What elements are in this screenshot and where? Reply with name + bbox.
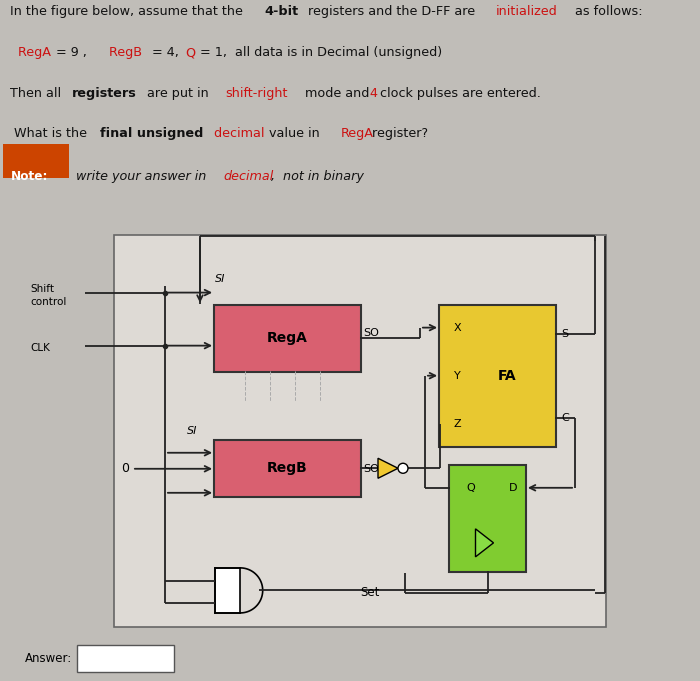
Text: initialized: initialized xyxy=(496,5,558,18)
Text: Then all: Then all xyxy=(10,86,66,99)
Text: shift-right: shift-right xyxy=(225,86,288,99)
Text: What is the: What is the xyxy=(10,127,92,140)
Text: Answer:: Answer: xyxy=(25,652,72,665)
Text: SI: SI xyxy=(215,274,225,283)
Text: Q: Q xyxy=(466,483,475,493)
Text: FA: FA xyxy=(498,368,517,383)
Text: Note:: Note: xyxy=(10,170,48,183)
Text: decimal: decimal xyxy=(223,170,274,183)
Text: X: X xyxy=(454,323,461,332)
Text: as follows:: as follows: xyxy=(571,5,643,18)
Text: D: D xyxy=(509,483,517,493)
FancyBboxPatch shape xyxy=(114,234,606,627)
Text: Q: Q xyxy=(182,46,196,59)
Text: RegB: RegB xyxy=(93,46,142,59)
Text: Shift
control: Shift control xyxy=(30,285,66,306)
Text: register?: register? xyxy=(368,127,428,140)
Text: RegB: RegB xyxy=(267,461,308,475)
Text: In the figure below, assume that the: In the figure below, assume that the xyxy=(10,5,247,18)
Text: 4-bit: 4-bit xyxy=(265,5,298,18)
Text: 0: 0 xyxy=(121,462,129,475)
Text: RegA: RegA xyxy=(10,46,52,59)
Text: SO: SO xyxy=(363,328,379,338)
Text: = 9 ,: = 9 , xyxy=(52,46,87,59)
Text: RegA: RegA xyxy=(340,127,374,140)
Text: SI: SI xyxy=(187,426,197,436)
Text: registers: registers xyxy=(72,86,137,99)
Polygon shape xyxy=(378,458,398,478)
Text: RegA: RegA xyxy=(267,331,308,345)
Polygon shape xyxy=(475,529,493,557)
Text: final unsigned: final unsigned xyxy=(99,127,203,140)
Text: S: S xyxy=(561,329,568,338)
Text: clock pulses are entered.: clock pulses are entered. xyxy=(377,86,541,99)
Text: = 4,: = 4, xyxy=(148,46,178,59)
Text: = 1,  all data is in Decimal (unsigned): = 1, all data is in Decimal (unsigned) xyxy=(196,46,442,59)
Text: registers and the D-FF are: registers and the D-FF are xyxy=(304,5,479,18)
Text: write your answer in: write your answer in xyxy=(72,170,211,183)
FancyBboxPatch shape xyxy=(214,304,361,372)
Text: Y: Y xyxy=(454,370,461,381)
FancyBboxPatch shape xyxy=(449,464,526,572)
FancyBboxPatch shape xyxy=(439,304,556,447)
Text: Set: Set xyxy=(360,586,379,599)
FancyBboxPatch shape xyxy=(4,144,69,178)
Text: CLK: CLK xyxy=(30,343,50,353)
Text: ,  not in binary: , not in binary xyxy=(271,170,364,183)
Text: C: C xyxy=(561,413,568,423)
Text: decimal: decimal xyxy=(210,127,265,140)
FancyBboxPatch shape xyxy=(77,645,174,672)
Text: value in: value in xyxy=(265,127,328,140)
Text: 4: 4 xyxy=(370,86,377,99)
FancyBboxPatch shape xyxy=(214,440,361,497)
Text: Z: Z xyxy=(454,419,461,429)
Text: are put in: are put in xyxy=(144,86,213,99)
Text: SO: SO xyxy=(363,464,379,474)
FancyBboxPatch shape xyxy=(215,568,240,613)
Text: mode and: mode and xyxy=(301,86,373,99)
Circle shape xyxy=(398,463,408,473)
